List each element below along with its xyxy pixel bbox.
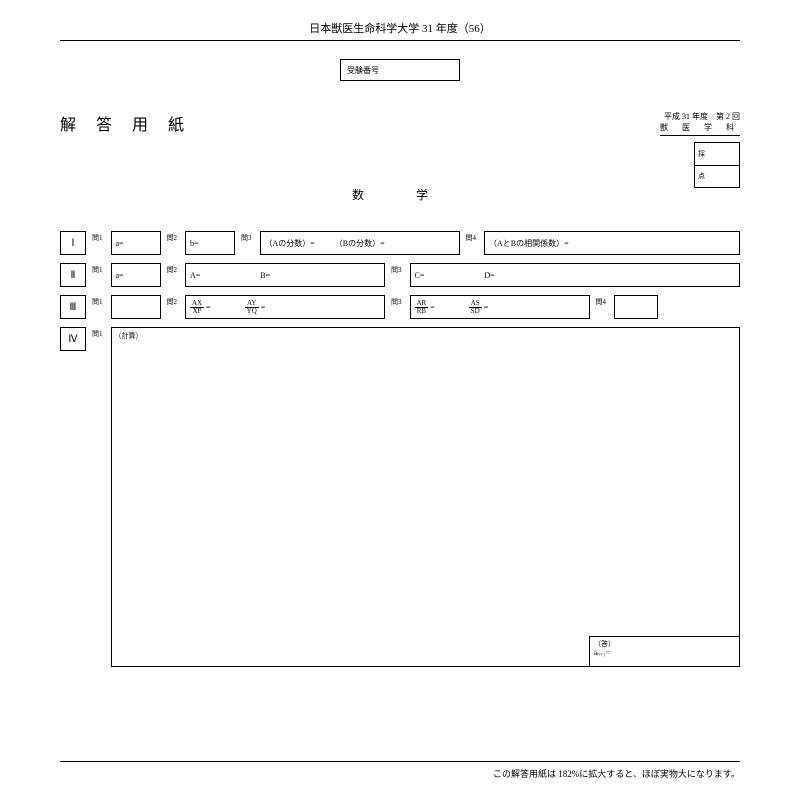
- row-3: Ⅲ 問1 問2 AXXP= AYYQ= 問3 ARRB= ASSD= 問4: [60, 295, 740, 319]
- frac-ax-xp: AXXP: [190, 300, 204, 315]
- r1-q3[interactable]: （Aの分数）= （Bの分数）=: [260, 231, 460, 255]
- frac-as-sd: ASSD: [469, 300, 482, 315]
- b-eq: b=: [190, 239, 199, 248]
- q-label: 問3: [391, 295, 402, 307]
- subject: 数 学: [60, 186, 740, 203]
- score-bot: 点: [695, 166, 739, 188]
- q-label: 問1: [92, 327, 103, 339]
- roman-4: Ⅳ: [60, 327, 86, 351]
- calculation-box[interactable]: （計算） （答） aₙ₊₁=: [111, 327, 741, 667]
- main-title: 解 答 用 紙: [60, 111, 192, 135]
- q-label: 問1: [92, 231, 103, 243]
- r1-q2[interactable]: b=: [185, 231, 235, 255]
- frac-ay-yq: AYYQ: [245, 300, 259, 315]
- r1-q1[interactable]: a=: [111, 231, 161, 255]
- D-eq: D=: [484, 271, 494, 280]
- a-eq: a=: [116, 239, 124, 248]
- footer-rule: [60, 761, 740, 762]
- q-label: 問3: [241, 231, 252, 243]
- page-header: 日本獣医生命科学大学 31 年度（56）: [60, 20, 740, 36]
- right-info: 平成 31 年度 第 2 回 獣 医 学 科 採 点: [660, 111, 740, 188]
- exam-number-label: 受験番号: [347, 65, 379, 76]
- a-eq: a=: [116, 271, 124, 280]
- q-label: 問2: [167, 295, 178, 307]
- r2-q1[interactable]: a=: [111, 263, 161, 287]
- a-frac: （Aの分数）=: [265, 238, 315, 249]
- r2-q2[interactable]: A= B=: [185, 263, 385, 287]
- score-top: 採: [695, 143, 739, 166]
- q-label: 問2: [167, 231, 178, 243]
- row-2: Ⅱ 問1 a= 問2 A= B= 問3 C= D=: [60, 263, 740, 287]
- score-box: 採 点: [694, 142, 740, 188]
- roman-1: Ⅰ: [60, 231, 86, 255]
- header-rule: [60, 40, 740, 41]
- q-label: 問3: [391, 263, 402, 275]
- q-label: 問1: [92, 263, 103, 275]
- department: 獣 医 学 科: [660, 122, 740, 136]
- r3-q4[interactable]: [614, 295, 658, 319]
- r1-q4[interactable]: （AとBの相関係数）=: [484, 231, 740, 255]
- b-frac: （Bの分数）=: [335, 238, 385, 249]
- year-line: 平成 31 年度 第 2 回: [660, 111, 740, 122]
- r2-q3[interactable]: C= D=: [410, 263, 741, 287]
- r3-q1[interactable]: [111, 295, 161, 319]
- footer-note: この解答用紙は 182%に拡大すると、ほぼ実物大になります。: [493, 767, 740, 780]
- row-1: Ⅰ 問1 a= 問2 b= 問3 （Aの分数）= （Bの分数）= 問4 （AとB…: [60, 231, 740, 255]
- frac-ar-rb: ARRB: [415, 300, 429, 315]
- answer-box[interactable]: （答） aₙ₊₁=: [589, 636, 739, 666]
- q-label: 問1: [92, 295, 103, 307]
- A-eq: A=: [190, 271, 200, 280]
- q-label: 問4: [596, 295, 607, 307]
- q-label: 問4: [466, 231, 477, 243]
- exam-number-box[interactable]: 受験番号: [340, 59, 460, 81]
- r3-q2[interactable]: AXXP= AYYQ=: [185, 295, 385, 319]
- ab-corr: （AとBの相関係数）=: [489, 238, 569, 249]
- answer-label: （答）: [594, 640, 615, 648]
- row-4: Ⅳ 問1 （計算） （答） aₙ₊₁=: [60, 327, 740, 667]
- roman-2: Ⅱ: [60, 263, 86, 287]
- calc-label: （計算）: [115, 331, 143, 341]
- an1: aₙ₊₁=: [594, 649, 610, 657]
- B-eq: B=: [260, 271, 270, 280]
- C-eq: C=: [415, 271, 425, 280]
- r3-q3[interactable]: ARRB= ASSD=: [410, 295, 590, 319]
- roman-3: Ⅲ: [60, 295, 86, 319]
- q-label: 問2: [167, 263, 178, 275]
